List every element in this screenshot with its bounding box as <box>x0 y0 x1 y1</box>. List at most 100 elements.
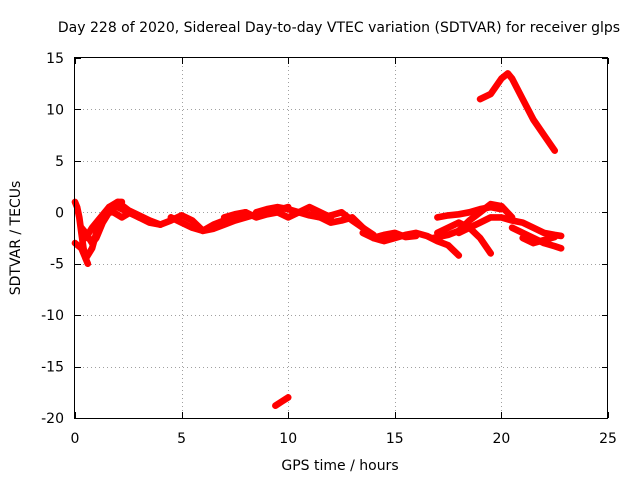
data-point <box>295 209 302 216</box>
data-point <box>509 224 516 231</box>
data-point <box>558 245 565 252</box>
data-point <box>445 212 452 219</box>
data-point <box>445 224 452 231</box>
data-point <box>381 231 388 238</box>
data-point <box>498 75 505 82</box>
data-point <box>477 235 484 241</box>
data-point <box>530 116 537 123</box>
data-point <box>551 243 558 250</box>
y-tick-label: 10 <box>46 102 64 118</box>
data-point <box>551 233 558 240</box>
data-point <box>445 231 452 238</box>
y-tick-label: 0 <box>55 205 64 221</box>
data-point <box>231 211 238 218</box>
data-point <box>317 214 324 221</box>
data-point <box>189 224 196 231</box>
data-point <box>272 402 279 409</box>
data-point <box>551 147 558 154</box>
data-point <box>487 91 494 97</box>
data-point <box>263 206 270 213</box>
data-point <box>455 229 462 236</box>
y-tick-label: 15 <box>46 51 64 67</box>
x-tick-label: 20 <box>492 431 510 447</box>
data-point <box>106 204 113 211</box>
series-arc-17 <box>476 70 559 154</box>
data-point <box>430 235 437 241</box>
y-tick-label: -15 <box>41 360 64 376</box>
y-tick-label: 5 <box>55 154 64 170</box>
series-arc-16 <box>519 233 559 247</box>
data-point <box>445 242 452 249</box>
data-point <box>125 207 132 214</box>
y-tick-labels: -20 -15 -10 -5 0 5 10 15 <box>41 51 64 427</box>
data-point <box>84 260 91 267</box>
series-arc-10 <box>359 229 463 259</box>
data-point <box>93 235 100 241</box>
data-point <box>359 229 366 236</box>
x-tick-label: 0 <box>71 431 80 447</box>
data-point <box>99 219 106 226</box>
data-point <box>423 232 430 239</box>
data-point <box>466 224 473 231</box>
data-point <box>455 219 462 226</box>
grid-lines <box>75 58 608 418</box>
data-point <box>253 209 260 216</box>
data-point <box>541 132 548 139</box>
data-point <box>477 209 484 216</box>
x-tick-label: 25 <box>599 431 617 447</box>
data-point <box>498 203 505 210</box>
data-point <box>82 255 89 262</box>
chart-title: Day 228 of 2020, Sidereal Day-to-day VTE… <box>58 20 620 36</box>
data-point <box>221 221 228 228</box>
data-point <box>530 224 537 231</box>
data-point <box>391 235 398 241</box>
data-point <box>278 398 285 405</box>
data-point <box>327 212 334 219</box>
data-point <box>487 214 494 221</box>
data-point <box>178 219 185 226</box>
plot-frame <box>74 57 608 419</box>
data-point <box>97 214 104 221</box>
data-point <box>285 214 292 221</box>
data-point <box>285 394 292 401</box>
data-point <box>221 214 228 221</box>
data-point <box>89 240 96 247</box>
y-tick-label: -5 <box>50 257 64 273</box>
data-point <box>498 214 505 221</box>
data-point <box>114 199 121 205</box>
data-point <box>189 217 196 224</box>
data-point <box>167 214 174 221</box>
data-point <box>274 204 281 211</box>
data-point <box>199 227 206 234</box>
data-point <box>74 204 81 211</box>
data-point <box>530 240 537 247</box>
data-point <box>146 217 153 224</box>
data-point <box>82 235 89 241</box>
data-point <box>466 209 473 216</box>
x-axis-label: GPS time / hours <box>281 458 398 474</box>
data-point <box>541 237 548 244</box>
data-point <box>466 217 473 224</box>
data-point <box>338 217 345 224</box>
data-point <box>455 211 462 218</box>
data-point <box>504 70 511 77</box>
data-point <box>78 245 85 252</box>
data-point <box>413 229 420 236</box>
data-point <box>306 204 313 211</box>
data-point <box>89 224 96 231</box>
data-point <box>519 96 526 103</box>
data-point <box>76 214 83 221</box>
data-point <box>306 211 313 218</box>
data-point <box>78 224 85 231</box>
data-point <box>487 201 494 208</box>
data-point <box>455 252 462 259</box>
data-point <box>242 209 249 216</box>
data-point <box>477 96 484 103</box>
data-point <box>477 219 484 226</box>
data-point <box>541 229 548 236</box>
data-point <box>487 250 494 257</box>
y-tick-label: -10 <box>41 308 64 324</box>
data-point <box>509 75 516 82</box>
data-point <box>558 232 565 239</box>
data-point <box>349 214 356 221</box>
